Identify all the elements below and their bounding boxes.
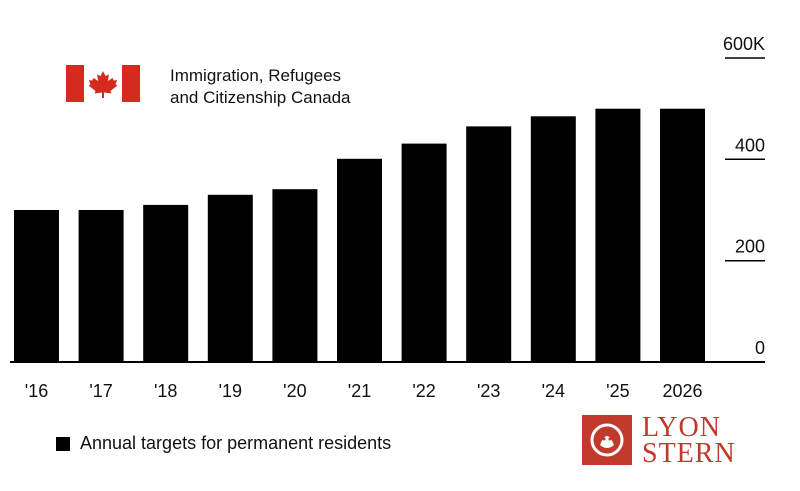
- bar-4: [272, 189, 318, 362]
- x-tick-label-5: '21: [348, 381, 371, 401]
- x-tick-label-10: 2026: [662, 381, 702, 401]
- legend: Annual targets for permanent residents: [56, 433, 391, 454]
- x-tick-label-1: '17: [89, 381, 112, 401]
- x-tick-label-3: '19: [219, 381, 242, 401]
- x-tick-label-4: '20: [283, 381, 306, 401]
- x-tick-label-6: '22: [412, 381, 435, 401]
- y-tick-label-3: 600K: [723, 34, 765, 54]
- bar-10: [660, 108, 705, 362]
- lion-head-icon: [582, 415, 632, 465]
- x-tick-label-7: '23: [477, 381, 500, 401]
- org-name-line-2: and Citizenship Canada: [170, 88, 351, 107]
- x-tick-label-8: '24: [542, 381, 565, 401]
- y-tick-label-2: 400: [735, 135, 765, 155]
- y-axis-ticks: 0 200 400 600K: [723, 34, 765, 358]
- x-axis-labels: '16 '17 '18 '19 '20 '21 '22 '23 '24 '25 2026: [25, 381, 703, 401]
- bar-6: [401, 143, 447, 362]
- bars-group: [14, 108, 705, 363]
- brand-logo: LYON STERN: [582, 412, 752, 469]
- bar-7: [466, 126, 512, 363]
- legend-swatch: [56, 436, 70, 451]
- canada-flag-icon: [66, 65, 140, 102]
- brand-name-line-2: STERN: [642, 438, 736, 469]
- legend-label: Annual targets for permanent residents: [80, 433, 392, 453]
- x-tick-label-2: '18: [154, 381, 177, 401]
- bar-8: [530, 116, 576, 362]
- bar-9: [595, 108, 641, 362]
- bar-1: [78, 210, 124, 362]
- y-tick-label-0: 0: [755, 338, 765, 358]
- bar-5: [337, 158, 382, 362]
- brand-name-line-1: LYON: [642, 412, 721, 443]
- bar-0: [14, 210, 59, 362]
- y-tick-label-1: 200: [735, 237, 765, 257]
- bar-3: [207, 194, 253, 362]
- x-tick-label-0: '16: [25, 381, 48, 401]
- org-name-line-1: Immigration, Refugees: [170, 66, 342, 85]
- bar-2: [143, 204, 189, 362]
- x-tick-label-9: '25: [606, 381, 629, 401]
